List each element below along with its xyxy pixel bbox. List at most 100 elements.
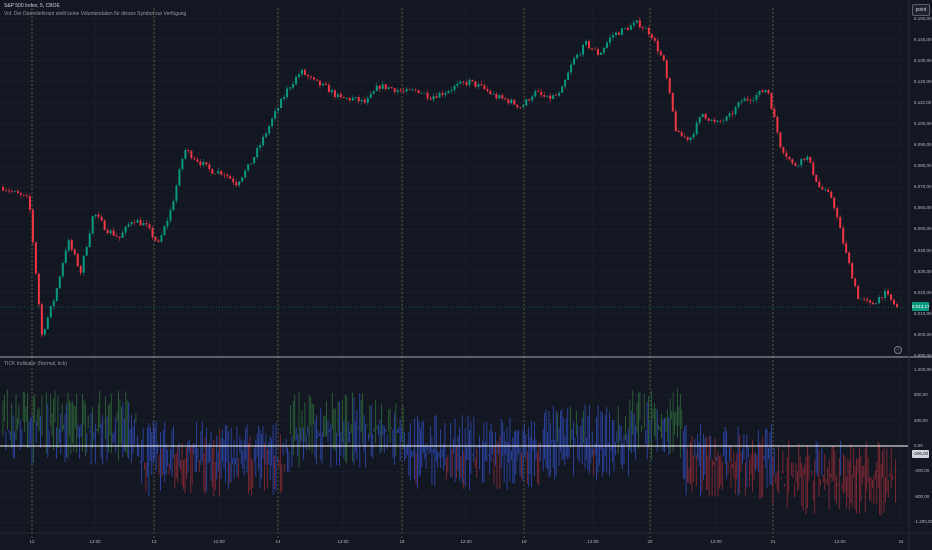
candle-body xyxy=(755,94,758,100)
candle-body xyxy=(142,223,145,226)
candle-body xyxy=(417,90,420,94)
candle-body xyxy=(286,88,289,97)
candle-body xyxy=(623,28,626,29)
price-tick-label: 5.990,00 xyxy=(914,353,932,358)
oscillator-title[interactable]: TICK Indikator (Normal, tick) xyxy=(4,361,68,367)
candle-body xyxy=(193,157,196,160)
candle-body xyxy=(31,209,34,243)
candle-body xyxy=(2,187,4,191)
candle-body xyxy=(860,298,863,300)
osc-tick-label: -800,00 xyxy=(914,493,930,499)
candle-body xyxy=(7,190,10,192)
candle-body xyxy=(776,116,779,133)
time-tick-label: 12:00 xyxy=(834,539,846,544)
candle-body xyxy=(109,230,112,234)
candle-body xyxy=(513,99,516,105)
time-tick-label: 24 xyxy=(898,539,904,544)
candle-body xyxy=(289,87,292,89)
candle-body xyxy=(354,97,357,98)
candle-body xyxy=(327,84,330,93)
point-button[interactable]: point xyxy=(912,4,930,16)
candle-body xyxy=(474,81,477,87)
candle-body xyxy=(716,120,719,122)
candle-body xyxy=(423,92,426,94)
price-tick-label: 6.150,00 xyxy=(914,15,932,21)
candle-body xyxy=(707,118,710,121)
candle-body xyxy=(549,95,552,99)
time-tick-label: 13 xyxy=(151,539,157,544)
candle-body xyxy=(238,181,241,186)
candle-body xyxy=(758,90,761,95)
candle-body xyxy=(148,224,151,229)
candle-body xyxy=(770,93,773,109)
candle-body xyxy=(689,137,692,140)
candle-body xyxy=(271,118,274,127)
candle-body xyxy=(357,97,360,102)
candle-body xyxy=(396,90,399,93)
candle-body xyxy=(558,92,561,96)
candle-body xyxy=(803,158,806,160)
candle-body xyxy=(638,20,641,28)
candle-body xyxy=(704,113,707,119)
candle-body xyxy=(232,178,235,183)
candle-body xyxy=(851,263,854,279)
candle-body xyxy=(339,94,342,97)
candle-body xyxy=(498,95,501,99)
candle-body xyxy=(809,156,812,163)
candle-body xyxy=(785,152,788,157)
candle-body xyxy=(492,93,495,95)
candle-body xyxy=(662,55,665,61)
candle-body xyxy=(579,54,582,56)
candle-body xyxy=(594,49,597,50)
candle-body xyxy=(106,229,109,234)
candle-body xyxy=(519,107,522,108)
candle-body xyxy=(567,72,570,81)
candle-body xyxy=(217,171,220,174)
candle-body xyxy=(552,95,555,99)
candle-body xyxy=(546,95,549,97)
candle-body xyxy=(626,28,629,30)
candle-body xyxy=(869,300,872,303)
price-tick-label: 6.050,00 xyxy=(914,226,932,232)
osc-tick-label: -1.200,00 xyxy=(914,519,932,525)
candle-body xyxy=(363,99,366,103)
candle-body xyxy=(878,297,881,304)
candle-body xyxy=(172,201,175,211)
candle-body xyxy=(97,214,100,217)
candle-body xyxy=(701,113,704,118)
price-tick-label: 6.140,00 xyxy=(914,36,932,42)
candle-body xyxy=(127,224,130,227)
candle-body xyxy=(139,219,142,226)
candle-body xyxy=(369,93,372,98)
candle-body xyxy=(728,113,731,117)
candle-body xyxy=(420,93,423,94)
candle-body xyxy=(564,80,567,87)
candle-body xyxy=(181,158,184,170)
candle-body xyxy=(202,162,205,165)
candle-body xyxy=(244,170,247,178)
time-tick-label: 12:00 xyxy=(89,539,101,544)
candle-body xyxy=(614,32,617,36)
candle-body xyxy=(408,89,411,90)
candle-body xyxy=(136,219,139,223)
time-tick-label: 19 xyxy=(521,539,527,544)
candle-body xyxy=(495,93,498,99)
candle-body xyxy=(608,37,611,43)
osc-tick-label: 800,00 xyxy=(914,392,928,398)
timezone-icon[interactable]: ⊙ xyxy=(894,346,902,354)
candle-body xyxy=(345,97,348,99)
candle-body xyxy=(28,196,31,210)
candle-body xyxy=(468,79,471,85)
candle-body xyxy=(378,85,381,89)
candle-body xyxy=(145,223,148,225)
candle-body xyxy=(719,120,722,122)
candle-body xyxy=(722,120,725,122)
candle-body xyxy=(387,87,390,90)
candle-body xyxy=(570,64,573,73)
candle-body xyxy=(16,191,19,194)
candle-body xyxy=(644,27,647,29)
candle-body xyxy=(635,20,638,23)
candle-body xyxy=(88,233,91,248)
candle-body xyxy=(309,76,312,78)
